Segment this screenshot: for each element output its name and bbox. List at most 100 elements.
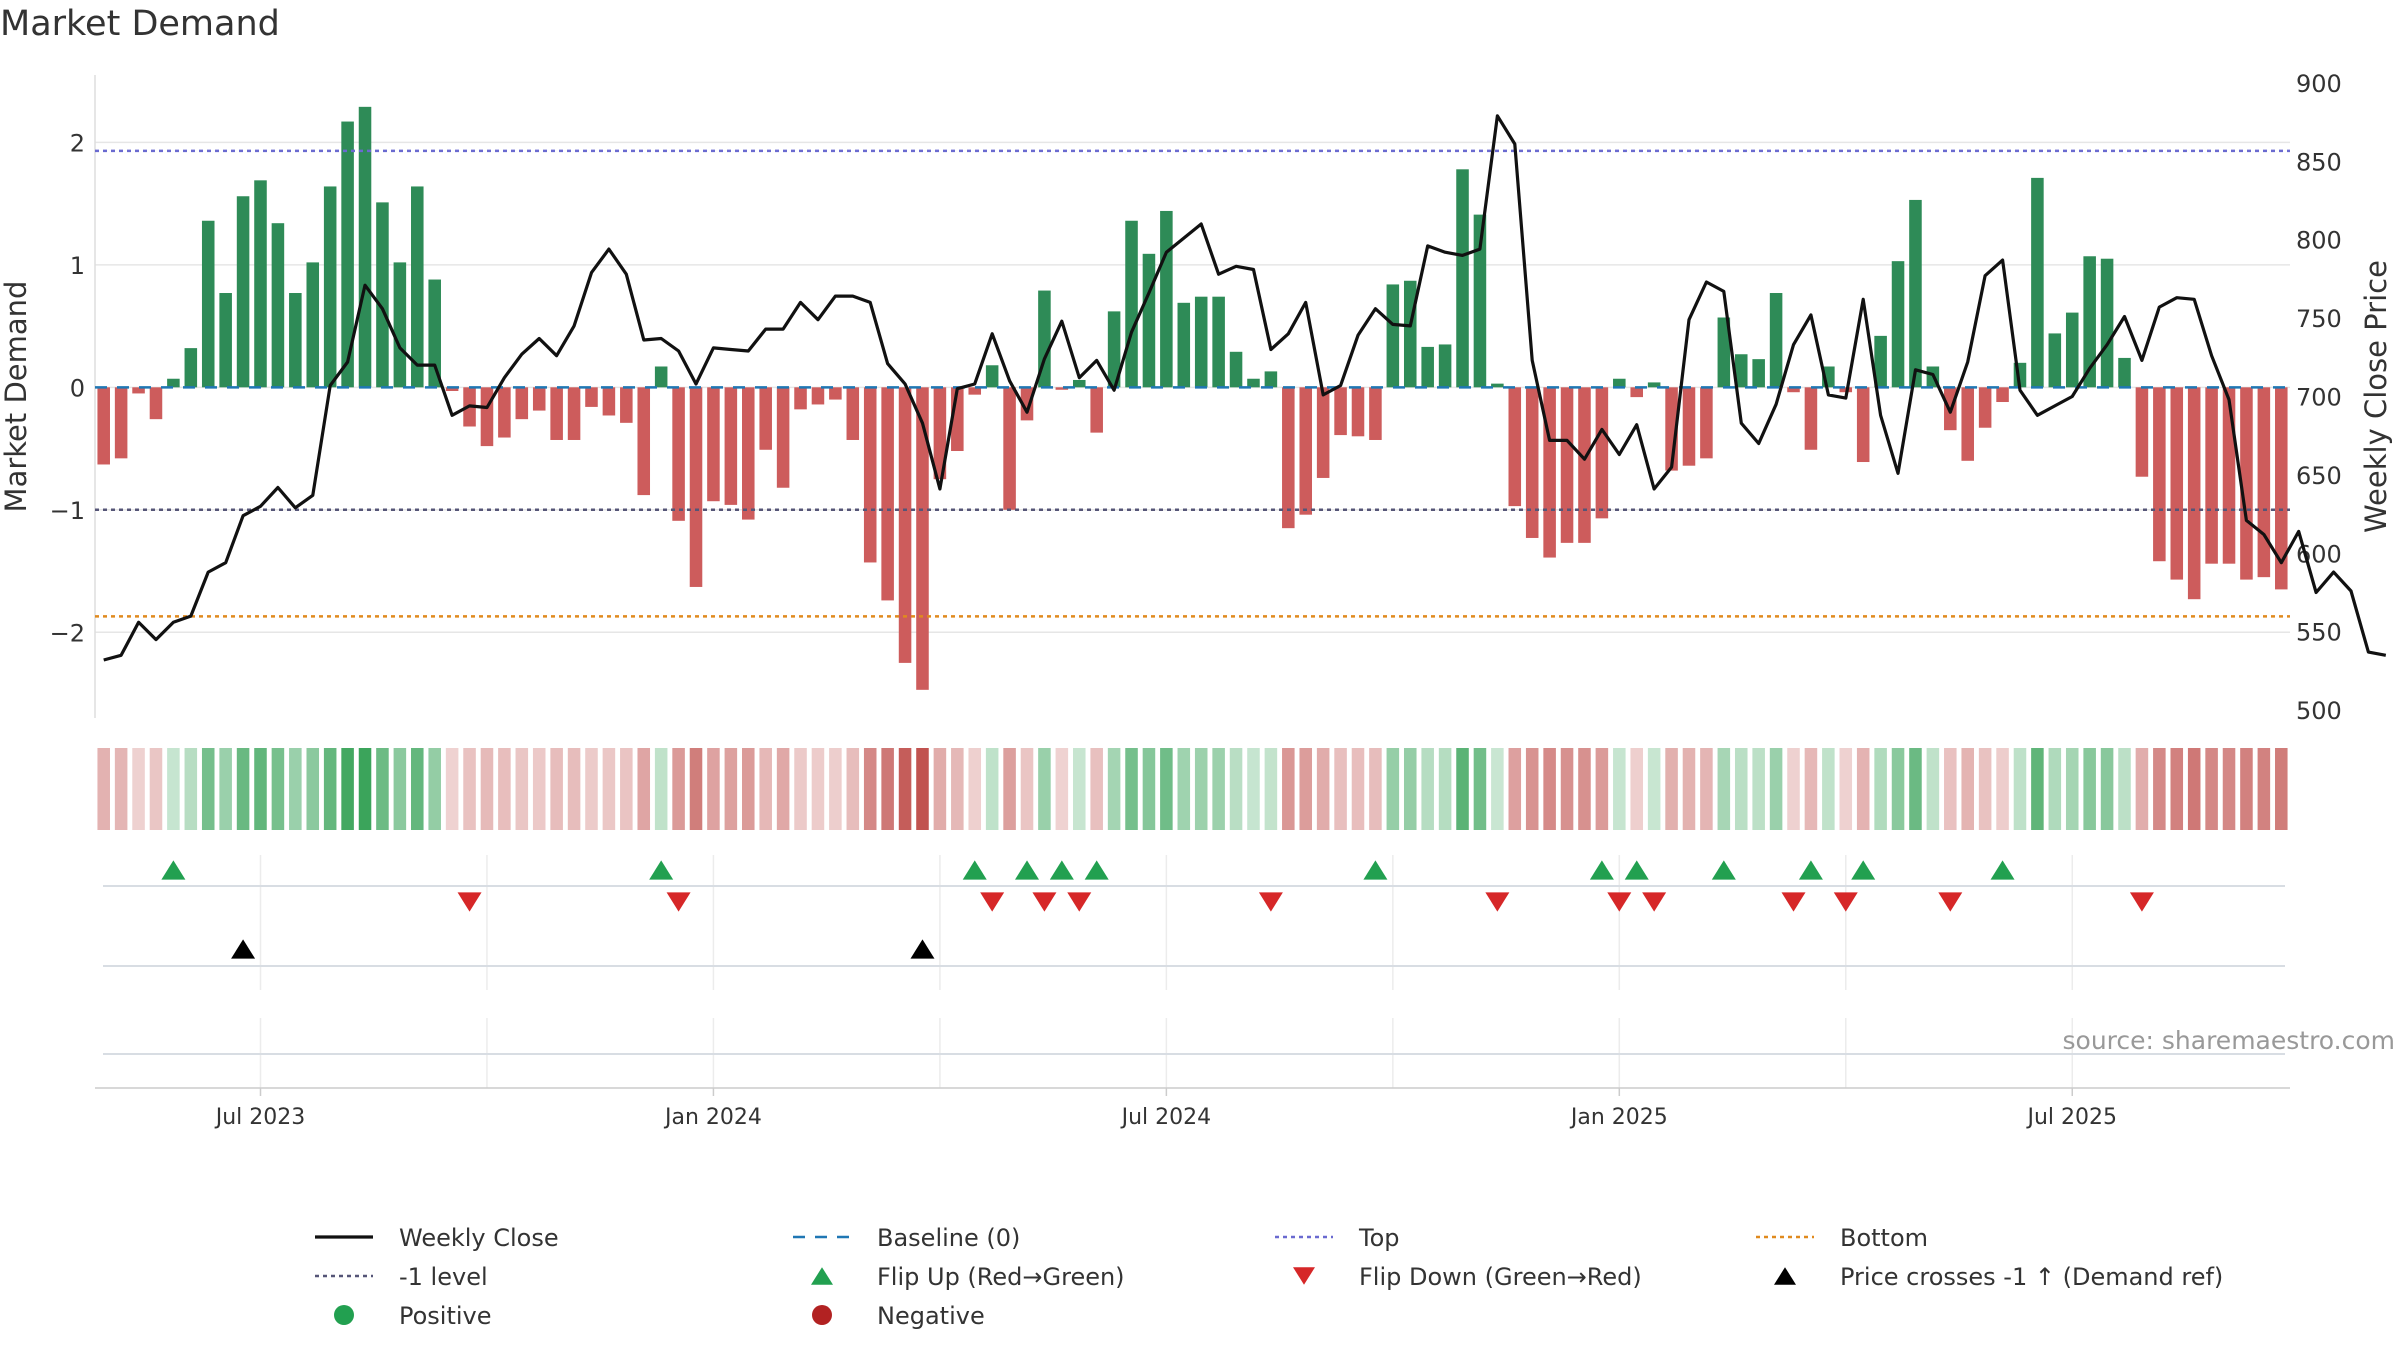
heat-cell [759,748,772,830]
demand-bar [376,202,389,388]
heat-cell [1229,748,1243,830]
heat-cell [1961,748,1974,830]
heat-cell [2031,748,2044,830]
heat-cell [1734,748,1748,830]
heat-cell [1630,748,1643,830]
heat-cell [1839,748,1853,830]
demand-bar [1020,387,1034,421]
demand-bar [776,387,790,488]
heat-cell [811,748,825,830]
heat-cell [1769,748,1783,830]
heat-cell [184,748,198,830]
demand-bar [428,279,441,388]
flip-down-marker [1938,892,1963,912]
heat-cell [1072,748,1086,830]
demand-bar [1369,387,1382,440]
heat-cell [463,748,476,830]
heat-cell [742,748,755,830]
flip-up-marker [161,860,186,880]
heat-cell [550,748,563,830]
demand-bar [1125,220,1138,388]
heat-cell [411,748,424,830]
heat-cell [1403,748,1417,830]
demand-bar [1787,387,1800,393]
demand-bar [341,121,354,388]
demand-bar [602,387,616,416]
demand-bar [1421,346,1434,388]
demand-bar [1525,387,1539,538]
x-tick-label: Jul 2024 [1120,1105,1212,1130]
flip-up-marker [1851,860,1876,880]
heat-cell [1891,748,1905,830]
demand-bar [863,387,877,563]
heat-cell [1177,748,1191,830]
heat-cell [1334,748,1347,830]
demand-bar [411,186,424,388]
demand-bar [1003,387,1016,510]
demand-bar [1055,387,1069,390]
flip-up-marker [1711,860,1736,880]
demand-bar [968,387,982,395]
demand-bar [358,106,372,388]
heat-cell [2187,748,2201,830]
flip-down-marker [1032,892,1057,912]
heat-cell [707,748,720,830]
demand-bar [1386,284,1400,388]
demand-bar [1038,290,1051,388]
demand-bar [689,387,703,587]
heat-cell [1595,748,1609,830]
heat-cell [1578,748,1591,830]
legend-label: Top [1358,1224,1400,1252]
heat-cell [1665,748,1678,830]
demand-bar [881,387,894,601]
heat-cell [846,748,860,830]
heat-cell [2222,748,2236,830]
heat-cell [2100,748,2114,830]
heat-cell [306,748,320,830]
flip-down-marker [457,892,482,912]
heat-cell [2275,748,2288,830]
heat-cell [2153,748,2166,830]
demand-bar [1595,387,1609,519]
heat-cell [1438,748,1452,830]
flip-down-marker [1607,892,1632,912]
flip-up-marker [1084,860,1109,880]
demand-bar [219,293,232,388]
flip-up-marker [962,860,987,880]
flip-up-marker [1049,860,1074,880]
flip-down-marker [1781,892,1806,912]
flip-down-marker [1067,892,1092,912]
demand-bar [1403,280,1417,388]
demand-bar [515,387,529,420]
flip-up-marker [1624,860,1649,880]
demand-bar [1473,214,1487,388]
heat-cell [1212,748,1225,830]
heat-cell [1856,748,1870,830]
heat-cell [532,748,546,830]
heat-cell [201,748,215,830]
demand-bar [1752,359,1765,388]
legend-label: Baseline (0) [877,1224,1020,1252]
demand-bar [2275,387,2288,590]
heat-cell [1944,748,1957,830]
chart-title: Market Demand [0,4,280,44]
heat-cell [1613,748,1626,830]
flip-down-marker [666,892,691,912]
heat-cell [1003,748,1016,830]
heat-cell [567,748,581,830]
demand-bar [759,387,772,450]
right-tick-label: 500 [2296,697,2342,725]
demand-bar [1891,261,1905,388]
demand-bar [916,387,929,690]
demand-bar [1438,344,1452,388]
demand-bar [1334,387,1347,436]
heat-cell [167,748,180,830]
demand-bar [1282,387,1295,529]
heat-cell [2048,748,2062,830]
heat-cell [1194,748,1208,830]
demand-bar [1194,296,1208,388]
left-axis-label: Market Demand [0,281,33,513]
demand-bar [933,387,947,480]
